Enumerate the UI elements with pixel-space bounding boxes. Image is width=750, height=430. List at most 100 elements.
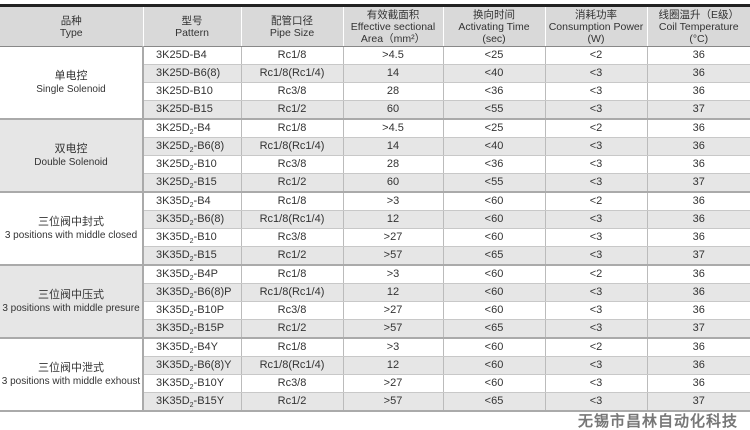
time-cell: <60 xyxy=(443,357,545,375)
power-cell: <3 xyxy=(545,211,647,229)
type-cn: 三位阀中封式 xyxy=(0,215,142,229)
header-consumption-power-cn: 消耗功率 xyxy=(546,9,647,21)
pipe-size-cell: Rc1/2 xyxy=(241,393,343,412)
pattern-suffix: -B15Y xyxy=(194,395,225,407)
temp-cell: 36 xyxy=(647,338,750,357)
pattern-cell: 3K25D-B4 xyxy=(143,47,241,65)
pipe-size-cell: Rc1/8 xyxy=(241,119,343,138)
time-cell: <60 xyxy=(443,229,545,247)
header-coil-temperature-cn: 线圈温升（E级） xyxy=(648,9,750,21)
pipe-size-cell: Rc1/8(Rc1/4) xyxy=(241,138,343,156)
pattern-suffix: -B15 xyxy=(190,103,213,115)
power-cell: <3 xyxy=(545,101,647,120)
pipe-size-cell: Rc1/2 xyxy=(241,101,343,120)
area-cell: 60 xyxy=(343,101,443,120)
power-cell: <2 xyxy=(545,265,647,284)
header-consumption-power-en: Consumption Power xyxy=(546,21,647,33)
time-cell: <60 xyxy=(443,284,545,302)
area-cell: >57 xyxy=(343,320,443,339)
pattern-base: 3K25D xyxy=(156,103,190,115)
temp-cell: 36 xyxy=(647,375,750,393)
header-pipe-size-en: Pipe Size xyxy=(242,27,343,39)
time-cell: <60 xyxy=(443,338,545,357)
header-pattern-cn: 型号 xyxy=(144,15,241,27)
pipe-size-cell: Rc3/8 xyxy=(241,229,343,247)
type-en: 3 positions with middle presure xyxy=(0,302,142,316)
pattern-suffix: -B6(8) xyxy=(194,140,225,152)
pattern-base: 3K35D xyxy=(156,377,190,389)
pattern-suffix: -B4 xyxy=(190,49,207,61)
pattern-base: 3K35D xyxy=(156,195,190,207)
power-cell: <3 xyxy=(545,393,647,412)
pattern-cell: 3K25D2-B4 xyxy=(143,119,241,138)
power-cell: <3 xyxy=(545,229,647,247)
pattern-base: 3K25D xyxy=(156,176,190,188)
pattern-base: 3K35D xyxy=(156,341,190,353)
time-cell: <60 xyxy=(443,375,545,393)
area-cell: >27 xyxy=(343,229,443,247)
pattern-suffix: -B4 xyxy=(194,195,211,207)
temp-cell: 36 xyxy=(647,357,750,375)
pipe-size-cell: Rc1/2 xyxy=(241,174,343,193)
area-cell: 14 xyxy=(343,138,443,156)
temp-cell: 36 xyxy=(647,265,750,284)
pattern-cell: 3K35D2-B10P xyxy=(143,302,241,320)
header-effective-area-cn: 有效截面积 xyxy=(344,9,443,21)
area-cell: >27 xyxy=(343,375,443,393)
area-cell: >27 xyxy=(343,302,443,320)
time-cell: <60 xyxy=(443,265,545,284)
header-activating-time-en2: (sec) xyxy=(444,33,545,45)
time-cell: <40 xyxy=(443,138,545,156)
power-cell: <2 xyxy=(545,192,647,211)
temp-cell: 37 xyxy=(647,393,750,412)
area-cell: 12 xyxy=(343,357,443,375)
pattern-base: 3K25D xyxy=(156,140,190,152)
power-cell: <3 xyxy=(545,83,647,101)
pattern-cell: 3K35D2-B4P xyxy=(143,265,241,284)
pipe-size-cell: Rc1/8(Rc1/4) xyxy=(241,65,343,83)
pattern-cell: 3K35D2-B15P xyxy=(143,320,241,339)
temp-cell: 36 xyxy=(647,156,750,174)
pattern-suffix: -B10 xyxy=(194,158,217,170)
pattern-base: 3K25D xyxy=(156,67,190,79)
time-cell: <36 xyxy=(443,83,545,101)
temp-cell: 36 xyxy=(647,138,750,156)
pattern-suffix: -B4Y xyxy=(194,341,218,353)
pipe-size-cell: Rc1/8(Rc1/4) xyxy=(241,211,343,229)
temp-cell: 36 xyxy=(647,192,750,211)
time-cell: <55 xyxy=(443,174,545,193)
power-cell: <3 xyxy=(545,284,647,302)
temp-cell: 36 xyxy=(647,302,750,320)
area-cell: 28 xyxy=(343,83,443,101)
pattern-suffix: -B6(8) xyxy=(194,213,225,225)
temp-cell: 37 xyxy=(647,320,750,339)
pipe-size-cell: Rc1/8 xyxy=(241,338,343,357)
pattern-suffix: -B10 xyxy=(194,231,217,243)
power-cell: <3 xyxy=(545,357,647,375)
pipe-size-cell: Rc3/8 xyxy=(241,302,343,320)
pattern-base: 3K35D xyxy=(156,322,190,334)
time-cell: <60 xyxy=(443,211,545,229)
power-cell: <3 xyxy=(545,247,647,266)
pipe-size-cell: Rc1/2 xyxy=(241,320,343,339)
power-cell: <3 xyxy=(545,375,647,393)
time-cell: <65 xyxy=(443,320,545,339)
area-cell: 12 xyxy=(343,284,443,302)
type-cn: 双电控 xyxy=(0,142,142,156)
type-en: 3 positions with middle exhoust xyxy=(0,375,142,389)
area-cell: 60 xyxy=(343,174,443,193)
header-coil-temperature-en: Coil Temperature xyxy=(648,21,750,33)
power-cell: <2 xyxy=(545,119,647,138)
header-pattern-en: Pattern xyxy=(144,27,241,39)
pattern-suffix: -B6(8) xyxy=(190,67,221,79)
pattern-cell: 3K35D2-B4 xyxy=(143,192,241,211)
pattern-cell: 3K35D2-B10Y xyxy=(143,375,241,393)
type-cn: 三位阀中泄式 xyxy=(0,361,142,375)
